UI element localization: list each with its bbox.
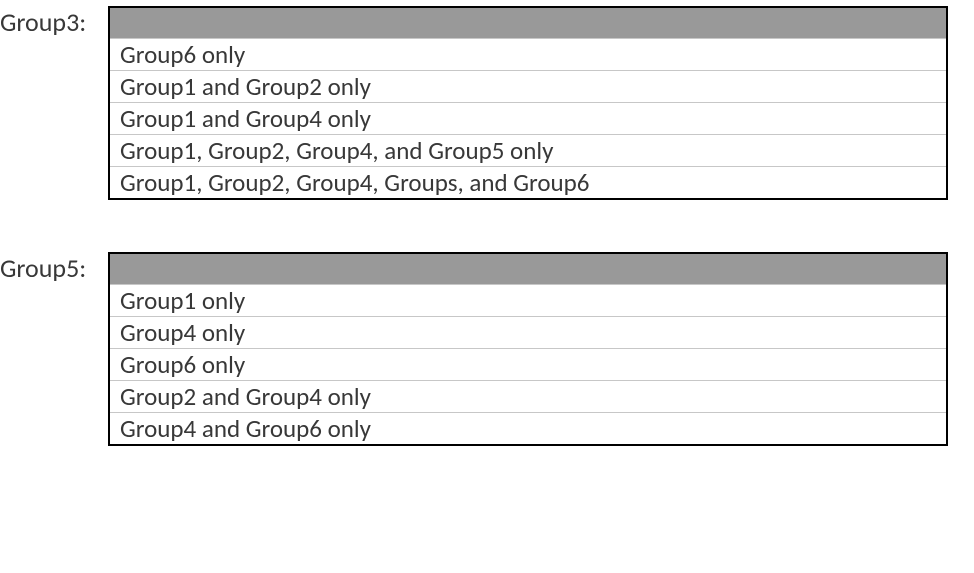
table-header (110, 254, 946, 284)
table-row: Group6 only (110, 348, 946, 380)
table-row: Group1 and Group2 only (110, 70, 946, 102)
table-header (110, 8, 946, 38)
section-group5: Group5: Group1 only Group4 only Group6 o… (0, 252, 974, 446)
table-row: Group4 only (110, 316, 946, 348)
table-row: Group2 and Group4 only (110, 380, 946, 412)
table-row: Group1, Group2, Group4, Groups, and Grou… (110, 166, 946, 198)
section-label: Group3: (0, 6, 108, 38)
section-group3: Group3: Group6 only Group1 and Group2 on… (0, 6, 974, 200)
table-row: Group1 only (110, 284, 946, 316)
table-row: Group1, Group2, Group4, and Group5 only (110, 134, 946, 166)
table-row: Group1 and Group4 only (110, 102, 946, 134)
table-row: Group6 only (110, 38, 946, 70)
section-label: Group5: (0, 252, 108, 284)
table-group5: Group1 only Group4 only Group6 only Grou… (108, 252, 948, 446)
table-row: Group4 and Group6 only (110, 412, 946, 444)
table-group3: Group6 only Group1 and Group2 only Group… (108, 6, 948, 200)
